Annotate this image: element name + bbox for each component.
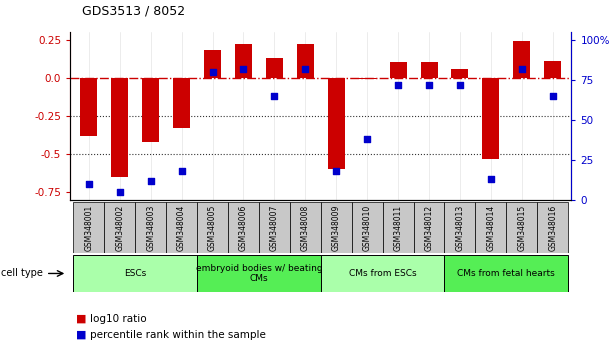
Bar	[482, 78, 499, 159]
Text: GSM348008: GSM348008	[301, 204, 310, 251]
Bar	[544, 61, 562, 78]
FancyBboxPatch shape	[135, 202, 166, 253]
Bar	[266, 58, 283, 78]
Point	[238, 66, 248, 72]
Bar	[80, 78, 97, 136]
FancyBboxPatch shape	[228, 202, 259, 253]
Text: GSM348002: GSM348002	[115, 204, 124, 251]
Point	[84, 181, 93, 187]
Bar	[327, 78, 345, 170]
Point	[455, 82, 465, 87]
FancyBboxPatch shape	[104, 202, 135, 253]
FancyBboxPatch shape	[507, 202, 537, 253]
Point	[177, 169, 186, 174]
Text: cell type: cell type	[1, 268, 43, 279]
Point	[517, 66, 527, 72]
Point	[548, 93, 558, 99]
Text: GSM348009: GSM348009	[332, 204, 341, 251]
FancyBboxPatch shape	[382, 202, 414, 253]
FancyBboxPatch shape	[475, 202, 507, 253]
Point	[208, 69, 218, 75]
Text: GSM348003: GSM348003	[146, 204, 155, 251]
FancyBboxPatch shape	[444, 202, 475, 253]
Text: GDS3513 / 8052: GDS3513 / 8052	[82, 5, 186, 18]
Text: CMs from fetal hearts: CMs from fetal hearts	[458, 269, 555, 278]
FancyBboxPatch shape	[537, 202, 568, 253]
FancyBboxPatch shape	[259, 202, 290, 253]
Bar	[204, 50, 221, 78]
Text: CMs from ESCs: CMs from ESCs	[349, 269, 417, 278]
Text: GSM348005: GSM348005	[208, 204, 217, 251]
Point	[362, 136, 372, 142]
Point	[146, 178, 156, 184]
FancyBboxPatch shape	[321, 202, 352, 253]
Bar	[173, 78, 190, 128]
Bar	[452, 69, 469, 78]
Text: GSM348007: GSM348007	[270, 204, 279, 251]
Bar	[513, 41, 530, 78]
Text: GSM348004: GSM348004	[177, 204, 186, 251]
Text: ESCs: ESCs	[124, 269, 147, 278]
Text: GSM348012: GSM348012	[425, 204, 434, 251]
Text: GSM348006: GSM348006	[239, 204, 248, 251]
Text: percentile rank within the sample: percentile rank within the sample	[90, 330, 266, 339]
Text: GSM348015: GSM348015	[518, 204, 526, 251]
FancyBboxPatch shape	[197, 255, 321, 292]
Point	[115, 189, 125, 195]
FancyBboxPatch shape	[290, 202, 321, 253]
Point	[269, 93, 279, 99]
Text: log10 ratio: log10 ratio	[90, 314, 147, 324]
Text: GSM348016: GSM348016	[548, 204, 557, 251]
Text: GSM348010: GSM348010	[363, 204, 371, 251]
FancyBboxPatch shape	[414, 202, 444, 253]
Text: ■: ■	[76, 314, 87, 324]
FancyBboxPatch shape	[197, 202, 228, 253]
Text: embryoid bodies w/ beating
CMs: embryoid bodies w/ beating CMs	[196, 264, 322, 283]
Bar	[235, 44, 252, 78]
FancyBboxPatch shape	[166, 202, 197, 253]
Text: GSM348014: GSM348014	[486, 204, 496, 251]
Text: GSM348013: GSM348013	[455, 204, 464, 251]
Bar	[142, 78, 159, 142]
Point	[486, 176, 496, 182]
Point	[424, 82, 434, 87]
Bar	[420, 62, 437, 78]
Bar	[111, 78, 128, 177]
FancyBboxPatch shape	[73, 255, 197, 292]
Bar	[390, 62, 406, 78]
Point	[301, 66, 310, 72]
Point	[393, 82, 403, 87]
Bar	[297, 44, 314, 78]
FancyBboxPatch shape	[73, 202, 104, 253]
Text: ■: ■	[76, 330, 87, 339]
FancyBboxPatch shape	[321, 255, 444, 292]
Bar	[359, 78, 376, 79]
Text: GSM348011: GSM348011	[393, 204, 403, 251]
FancyBboxPatch shape	[352, 202, 382, 253]
Point	[331, 169, 341, 174]
FancyBboxPatch shape	[444, 255, 568, 292]
Text: GSM348001: GSM348001	[84, 204, 93, 251]
